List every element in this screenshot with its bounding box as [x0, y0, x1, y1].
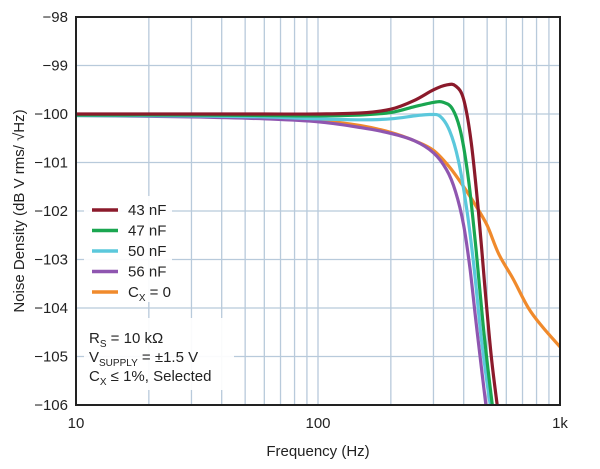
legend-label: 56 nF — [128, 264, 166, 281]
annotation-line-cx: CX ≤ 1%, Selected — [89, 368, 211, 388]
annotation-line-rs: RS = 10 kΩ — [89, 330, 163, 350]
legend-label: CX = 0 — [128, 284, 171, 304]
plot-frame — [75, 16, 561, 406]
legend: 43 nF 47 nF 50 nF 56 nF CX = 0 — [84, 196, 172, 304]
y-tick-label: −98 — [43, 9, 68, 26]
series-line-43-nf — [76, 82, 499, 405]
y-tick-label: −106 — [34, 397, 68, 414]
legend-label: 47 nF — [128, 223, 166, 240]
x-axis-ticks: 10 100 1k — [68, 415, 569, 432]
x-tick-label: 100 — [305, 415, 330, 432]
series-layer — [76, 82, 560, 405]
y-tick-label: −103 — [34, 252, 68, 269]
y-axis-label: Noise Density (dB V rms/ √Hz) — [11, 109, 28, 312]
x-tick-label: 1k — [552, 415, 568, 432]
annotation-background — [84, 318, 234, 390]
y-axis-label-text: Noise Density (dB V rms/ √Hz) — [11, 109, 28, 312]
annotation-line-vsupply: VSUPPLY = ±1.5 V — [89, 349, 198, 369]
y-tick-label: −101 — [34, 155, 68, 172]
y-tick-label: −104 — [34, 300, 68, 317]
y-tick-label: −102 — [34, 203, 68, 220]
conditions-annotation: RS = 10 kΩ VSUPPLY = ±1.5 V CX ≤ 1%, Sel… — [84, 318, 234, 390]
y-tick-label: −105 — [34, 349, 68, 366]
legend-background — [84, 196, 172, 302]
legend-label: 50 nF — [128, 243, 166, 260]
legend-label: 43 nF — [128, 202, 166, 219]
x-axis-label: Frequency (Hz) — [266, 443, 369, 460]
y-axis-ticks: −98 −99 −100 −101 −102 −103 −104 −105 −106 — [34, 9, 68, 414]
x-tick-label: 10 — [68, 415, 85, 432]
series-line-56-nf — [76, 113, 488, 405]
y-tick-label: −99 — [43, 58, 68, 75]
y-tick-label: −100 — [34, 106, 68, 123]
